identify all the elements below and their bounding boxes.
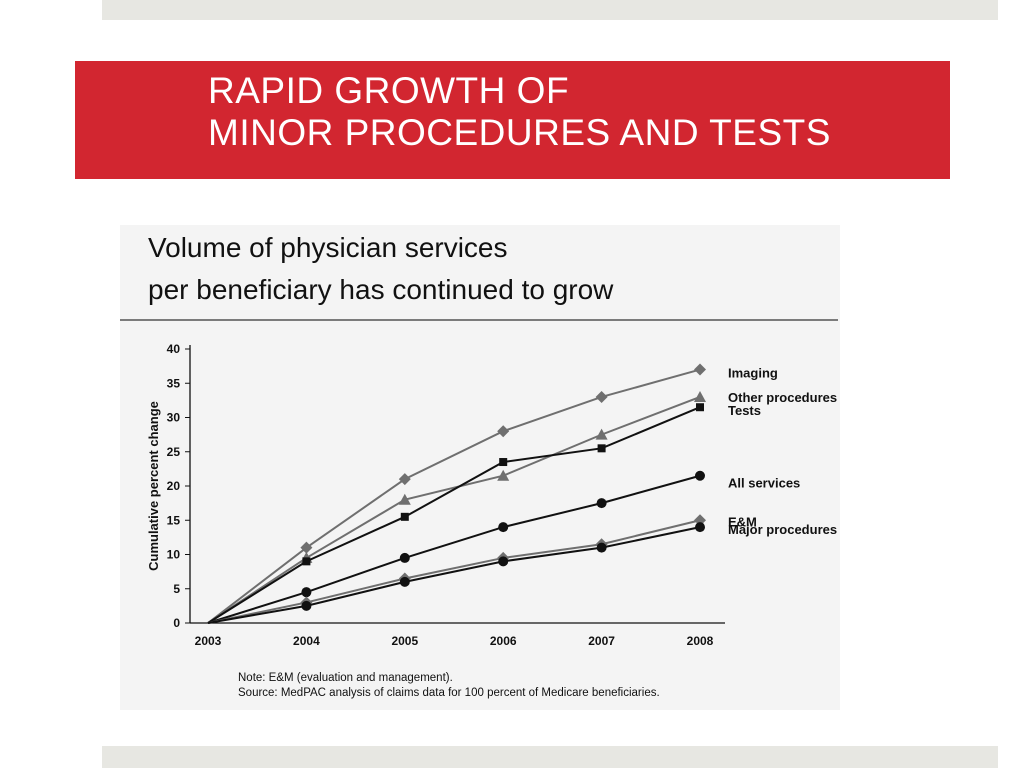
data-point-tests xyxy=(597,444,606,453)
series-label-other-procedures: Other procedures xyxy=(728,390,837,405)
series-label-all-services: All services xyxy=(728,476,800,491)
data-point-tests xyxy=(499,458,508,467)
chart-heading-line-1: Volume of physician services xyxy=(148,232,508,263)
data-point-major-procedures xyxy=(596,542,607,553)
y-tick-label: 15 xyxy=(167,513,181,527)
x-tick-label: 2004 xyxy=(293,634,320,648)
series-label-tests: Tests xyxy=(728,403,761,418)
series-line-major-procedures xyxy=(207,526,701,624)
slide-title-line-2: MINOR PROCEDURES AND TESTS xyxy=(208,112,831,153)
top-band xyxy=(102,0,998,20)
series-label-imaging: Imaging xyxy=(728,366,778,381)
bottom-band xyxy=(102,746,998,768)
y-axis-label: Cumulative percent change xyxy=(146,401,161,571)
data-point-other-procedures xyxy=(694,390,706,402)
data-point-tests xyxy=(696,403,704,412)
series-line-tests xyxy=(207,406,701,624)
slide-title-line-1: RAPID GROWTH OF xyxy=(208,70,570,111)
data-point-all-services xyxy=(399,552,410,563)
plot-area: 0 5 10 15 20 25 30 35 40 2003 2004 2005 2006 2007 2008… xyxy=(146,342,837,648)
y-tick-label: 30 xyxy=(167,411,181,425)
y-tick-label: 10 xyxy=(167,548,181,562)
data-point-major-procedures xyxy=(301,600,312,611)
y-tick-label: 20 xyxy=(167,479,181,493)
data-point-major-procedures xyxy=(399,576,410,587)
data-point-all-services xyxy=(498,522,509,533)
data-point-major-procedures xyxy=(695,522,705,533)
data-point-tests xyxy=(302,557,311,566)
x-tick-label: 2003 xyxy=(195,634,222,648)
series-label-e-m: E&M xyxy=(728,514,757,529)
data-point-all-services xyxy=(301,587,312,598)
chart-heading-line-2: per beneficiary has continued to grow xyxy=(148,274,614,305)
data-point-imaging xyxy=(497,425,510,438)
y-tick-label: 35 xyxy=(167,376,181,390)
data-point-imaging xyxy=(694,363,706,376)
y-tick-label: 0 xyxy=(173,616,180,630)
chart-source: Source: MedPAC analysis of claims data f… xyxy=(238,687,660,699)
series-line-e-m xyxy=(207,519,701,624)
title-banner xyxy=(75,61,950,179)
series-line-all-services xyxy=(207,474,701,624)
data-point-tests xyxy=(400,512,409,521)
x-tick-label: 2006 xyxy=(490,634,517,648)
data-point-imaging xyxy=(300,541,313,554)
series-line-imaging xyxy=(207,368,701,624)
data-point-all-services xyxy=(695,470,705,481)
y-tick-label: 5 xyxy=(173,582,180,596)
y-tick-label: 25 xyxy=(167,445,181,459)
data-point-major-procedures xyxy=(498,556,509,567)
x-tick-label: 2005 xyxy=(391,634,418,648)
data-point-other-procedures xyxy=(497,469,510,481)
x-tick-label: 2007 xyxy=(588,634,615,648)
y-tick-label: 40 xyxy=(167,342,181,356)
series-label-major-procedures: Major procedures xyxy=(728,522,837,537)
data-point-all-services xyxy=(596,498,607,509)
line-chart: Volume of physician services per benefic… xyxy=(120,232,838,699)
data-point-imaging xyxy=(595,390,608,403)
x-tick-label: 2008 xyxy=(687,634,714,648)
data-point-imaging xyxy=(398,473,411,486)
chart-note: Note: E&M (evaluation and management). xyxy=(238,672,453,684)
data-point-other-procedures xyxy=(398,493,411,505)
series-line-other-procedures xyxy=(207,396,701,624)
chart-figure: Volume of physician services per benefic… xyxy=(120,225,840,710)
data-point-other-procedures xyxy=(595,428,608,440)
